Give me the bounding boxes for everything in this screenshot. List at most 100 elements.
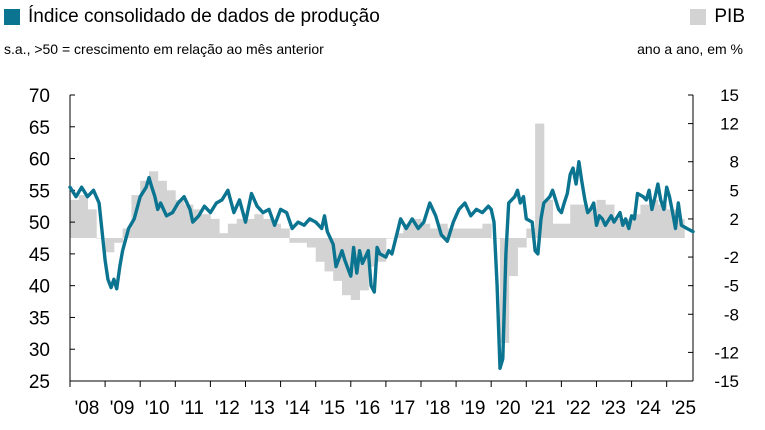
gdp-bar (657, 204, 668, 238)
gdp-bar (140, 180, 150, 238)
left-tick-label: 50 (29, 213, 50, 234)
gdp-bar (385, 238, 396, 239)
gdp-bar (105, 238, 115, 253)
gdp-bar (403, 223, 413, 238)
gdp-bar (605, 204, 615, 238)
gdp-bar (289, 238, 299, 243)
x-tick-label: '18 (426, 398, 451, 419)
gdp-bar (280, 228, 290, 238)
x-tick-label: '14 (285, 398, 310, 419)
gdp-bar (429, 228, 439, 238)
x-tick-label: '21 (531, 398, 556, 419)
gdp-bar (666, 209, 676, 238)
gdp-legend-swatch (690, 9, 707, 25)
left-tick-label: 65 (29, 118, 50, 139)
gdp-bar (614, 218, 624, 238)
title-legend: Índice consolidado de dados de produção (4, 6, 380, 28)
gdp-bar (298, 238, 308, 243)
right-tick-label: -15 (714, 372, 739, 391)
gdp-bar (561, 223, 571, 238)
x-tick-label: '16 (355, 398, 380, 419)
gdp-bar (184, 204, 194, 238)
x-tick-label: '22 (566, 398, 591, 419)
x-tick-label: '12 (215, 398, 240, 419)
left-tick-label: 55 (29, 181, 50, 202)
left-tick-label: 60 (29, 150, 50, 171)
right-tick-label: -8 (724, 305, 739, 324)
x-tick-label: '24 (636, 398, 661, 419)
gdp-bar (271, 223, 281, 238)
gdp-bar (315, 238, 325, 262)
gdp-bar (438, 223, 448, 238)
x-tick-label: '25 (671, 398, 696, 419)
gdp-bar (517, 238, 527, 248)
gdp-bar (245, 218, 255, 238)
gdp-bar (192, 209, 202, 238)
gdp-bar (543, 199, 553, 238)
x-tick-label: '23 (601, 398, 626, 419)
x-tick-label: '20 (496, 398, 521, 419)
left-tick-label: 25 (29, 372, 50, 393)
x-tick-label: '10 (145, 398, 170, 419)
left-tick-label: 30 (29, 340, 50, 361)
gdp-bar (482, 223, 492, 238)
right-tick-label: -12 (714, 343, 739, 362)
gdp-bar (359, 238, 369, 291)
x-tick-label: '11 (181, 398, 204, 419)
gdp-bar (254, 214, 264, 238)
x-tick-label: '15 (320, 398, 345, 419)
index-legend-swatch (4, 9, 20, 25)
gdp-bar (649, 199, 659, 238)
gdp-bar (456, 228, 466, 238)
gdp-bar (587, 209, 597, 238)
gdp-bar (201, 214, 211, 238)
gdp-bar (552, 223, 562, 238)
gdp-bar (96, 238, 106, 239)
gdp-bar (675, 218, 685, 238)
gdp-bar (640, 204, 650, 238)
gdp-bar (447, 228, 457, 238)
x-tick-label: '09 (110, 398, 135, 419)
right-tick-label: -5 (724, 277, 739, 296)
right-tick-label: 15 (720, 86, 739, 105)
gdp-bar (421, 223, 431, 238)
gdp-bar (113, 238, 124, 243)
gdp-bar (227, 223, 238, 238)
right-tick-label: 5 (730, 181, 739, 200)
gdp-legend: PIB (690, 6, 745, 28)
left-tick-label: 40 (29, 277, 50, 298)
right-axis-subtitle: ano a ano, em % (637, 41, 743, 57)
gdp-bar (236, 218, 246, 238)
gdp-bar (526, 228, 536, 238)
gdp-bar (535, 123, 545, 238)
x-tick-label: '13 (250, 398, 275, 419)
gdp-bar (175, 199, 185, 238)
gdp-bar (377, 238, 387, 262)
gdp-bar (87, 209, 97, 238)
gdp-bar (263, 218, 273, 238)
left-axis-subtitle: s.a., >50 = crescimento em relação ao mê… (4, 41, 324, 57)
gdp-bar (219, 233, 229, 238)
gdp-bar (473, 228, 483, 238)
gdp-bar (324, 238, 334, 272)
gdp-bar (464, 228, 475, 238)
gdp-bar (149, 171, 159, 238)
left-tick-label: 70 (29, 86, 50, 107)
right-tick-label: 2 (730, 210, 739, 229)
gdp-bar (210, 218, 220, 238)
left-tick-label: 45 (29, 245, 50, 266)
right-tick-label: -2 (724, 248, 739, 267)
x-tick-label: '17 (391, 398, 416, 419)
gdp-bar (78, 195, 88, 238)
chart-title: Índice consolidado de dados de produção (28, 6, 380, 27)
gdp-bar (631, 214, 641, 238)
gdp-bar (368, 238, 378, 267)
x-tick-label: '19 (461, 398, 486, 419)
right-tick-label: 12 (720, 115, 739, 134)
gdp-bar (394, 233, 404, 238)
gdp-legend-label: PIB (714, 6, 745, 27)
gdp-bar (578, 204, 589, 238)
left-tick-label: 35 (29, 308, 50, 329)
x-tick-label: '08 (75, 398, 100, 419)
